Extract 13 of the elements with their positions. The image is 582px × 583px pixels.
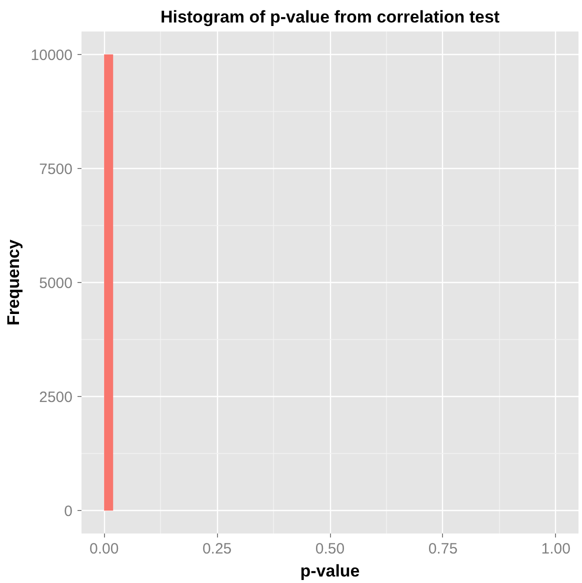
x-tick-label: 0.00 <box>89 540 119 558</box>
chart-title: Histogram of p-value from correlation test <box>160 8 500 26</box>
y-tick-label: 10000 <box>30 46 73 64</box>
y-tick-label: 7500 <box>39 160 73 178</box>
x-tick-label: 0.50 <box>315 540 345 558</box>
y-tick-label: 2500 <box>39 389 73 406</box>
y-tick-label: 5000 <box>39 275 73 292</box>
x-axis-title: p-value <box>300 562 360 580</box>
x-tick-label: 1.00 <box>541 540 571 558</box>
x-tick-label: 0.25 <box>202 540 232 558</box>
x-tick-label: 0.75 <box>428 540 458 558</box>
y-axis-title: Frequency <box>4 238 23 326</box>
y-tick-label: 0 <box>64 503 72 520</box>
